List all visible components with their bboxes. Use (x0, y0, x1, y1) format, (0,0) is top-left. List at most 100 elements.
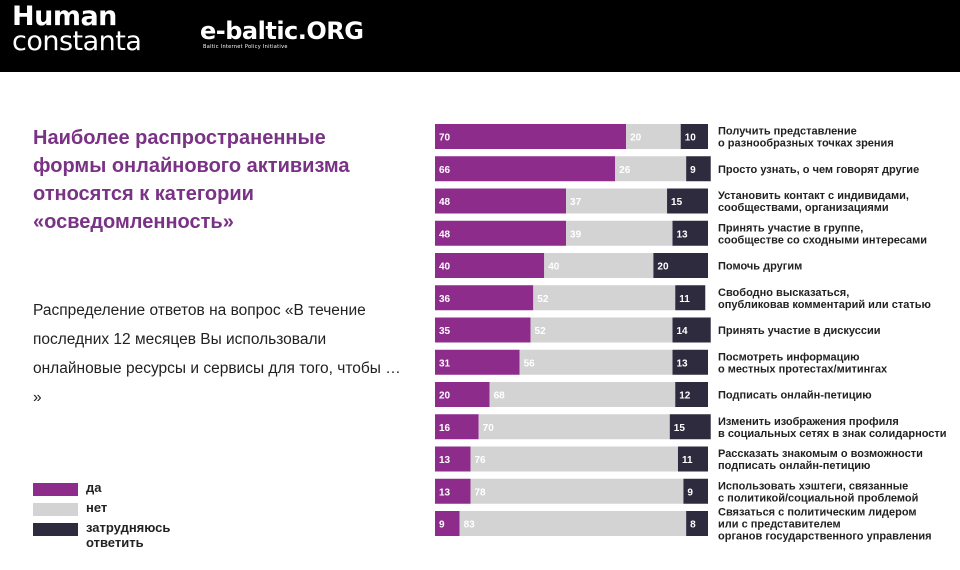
bar-unsure-5 (675, 285, 706, 311)
bar-value-yes-8: 20 (439, 391, 451, 402)
category-label-line: Использовать хэштеги, связанные (718, 480, 908, 492)
category-label-11: Использовать хэштеги, связанные с политик… (718, 480, 918, 504)
ebaltic-logo-subtitle: Baltic Internet Policy Initiative (203, 44, 288, 50)
legend-swatch-no (33, 503, 78, 516)
category-label-1: Просто узнать, о чем говорят другие (718, 164, 919, 176)
bar-value-yes-1: 66 (439, 165, 451, 176)
bar-yes-11 (435, 478, 471, 504)
logo-line-1: Human (12, 1, 117, 32)
legend-swatch-unsure (33, 523, 78, 536)
bar-yes-7 (435, 349, 520, 375)
bar-value-unsure-4: 20 (657, 262, 669, 273)
bar-value-yes-2: 48 (439, 197, 451, 208)
category-label-2: Установить контакт с индивидами, сообщест… (718, 190, 909, 214)
bar-yes-8 (435, 382, 490, 407)
category-label-line: Подписать онлайн-петицию (718, 390, 872, 402)
bar-unsure-7 (672, 349, 708, 375)
bar-unsure-0 (680, 124, 708, 149)
category-label-0: Получить представление о разнообразных то… (718, 126, 894, 150)
bar-no-11 (470, 478, 684, 504)
bar-value-no-5: 52 (537, 294, 549, 305)
bar-value-unsure-6: 14 (677, 326, 689, 337)
bar-unsure-1 (686, 156, 711, 182)
category-label-line: о местных протестах/митингах (718, 363, 888, 375)
bar-value-no-8: 68 (494, 391, 506, 402)
category-label-line: Просто узнать, о чем говорят другие (718, 164, 919, 176)
bar-no-12 (459, 511, 687, 536)
bar-unsure-4 (653, 253, 708, 278)
bar-unsure-6 (672, 317, 711, 343)
category-label-line: Изменить изображения профиля (718, 416, 899, 428)
bar-yes-4 (435, 253, 545, 278)
bar-value-no-11: 78 (474, 487, 486, 498)
bar-no-6 (530, 317, 673, 343)
bar-no-8 (489, 382, 676, 407)
bar-no-2 (566, 188, 668, 214)
bar-no-0 (626, 124, 681, 149)
bar-value-unsure-11: 9 (687, 487, 693, 498)
bar-yes-12 (435, 511, 460, 536)
bar-unsure-12 (686, 511, 708, 536)
bar-value-unsure-7: 13 (677, 358, 689, 369)
header-bar: Human constanta e-baltic.ORG Baltic Inte… (0, 0, 960, 72)
category-label-9: Изменить изображения профиля в социальных… (718, 416, 947, 440)
category-label-line: сообществе со сходными интересами (718, 234, 927, 246)
bar-value-unsure-8: 12 (679, 391, 691, 402)
legend-label-yes: да (86, 480, 102, 495)
category-label-5: Свободно высказаться, опубликовав коммент… (718, 287, 931, 311)
bar-value-unsure-2: 15 (671, 197, 683, 208)
category-label-line: с политикой/социальной проблемой (718, 492, 918, 504)
bar-value-unsure-9: 15 (674, 423, 686, 434)
category-label-line: Посмотреть информацию (718, 351, 860, 363)
page-title: Наиболее распространенные формы онлайнов… (33, 127, 350, 233)
category-label-line: сообществами, организациями (718, 202, 889, 214)
bar-value-unsure-1: 9 (690, 165, 696, 176)
bar-unsure-10 (677, 446, 708, 472)
bar-yes-1 (435, 156, 616, 182)
bar-yes-2 (435, 188, 567, 214)
category-label-10: Рассказать знакомым о возможности подписа… (718, 448, 923, 472)
bar-value-no-7: 56 (524, 358, 536, 369)
bar-value-yes-12: 9 (439, 520, 445, 531)
bar-no-10 (470, 446, 678, 472)
category-label-line: Свободно высказаться, (718, 287, 849, 299)
bar-unsure-2 (667, 188, 708, 214)
category-label-line: Связаться с политическим лидером (718, 507, 917, 519)
bar-value-no-4: 40 (548, 262, 560, 273)
legend-swatch-yes (33, 483, 78, 496)
bar-value-yes-0: 70 (439, 133, 451, 144)
bar-value-unsure-0: 10 (685, 133, 697, 144)
bar-unsure-9 (669, 414, 711, 440)
category-label-line: Помочь другим (718, 261, 802, 273)
bar-value-unsure-10: 11 (682, 455, 693, 466)
ebaltic-logo: e-baltic.ORG (200, 17, 364, 45)
bar-value-no-9: 70 (483, 423, 495, 434)
bar-yes-0 (435, 124, 627, 149)
bar-value-no-10: 76 (474, 455, 486, 466)
bar-value-yes-7: 31 (439, 358, 451, 369)
category-label-line: Установить контакт с индивидами, (718, 190, 909, 202)
bar-yes-3 (435, 220, 567, 246)
bar-value-yes-6: 35 (439, 326, 451, 337)
question-description: Распределение ответов на вопрос «В течен… (33, 302, 401, 406)
category-label-line: или с представителем (718, 519, 841, 531)
bar-yes-10 (435, 446, 471, 472)
human-constanta-logo: Human constanta (12, 1, 142, 57)
bar-yes-5 (435, 285, 534, 311)
category-label-line: опубликовав комментарий или статью (718, 299, 931, 311)
category-label-3: Принять участие в группе, сообществе со с… (718, 222, 927, 246)
bar-no-7 (519, 349, 673, 375)
category-label-line: в социальных сетях в знак солидарности (718, 428, 947, 440)
category-label-line: подписать онлайн-петицию (718, 460, 870, 472)
bar-value-no-1: 26 (619, 165, 631, 176)
bar-yes-9 (435, 414, 479, 440)
bar-yes-6 (435, 317, 531, 343)
bar-value-unsure-3: 13 (677, 229, 689, 240)
logo-line-2: constanta (12, 26, 142, 57)
bar-value-no-6: 52 (535, 326, 547, 337)
bar-unsure-11 (683, 478, 708, 504)
category-label-8: Подписать онлайн-петицию (718, 390, 872, 402)
category-label-line: Рассказать знакомым о возможности (718, 448, 923, 460)
bar-value-no-2: 37 (570, 197, 582, 208)
